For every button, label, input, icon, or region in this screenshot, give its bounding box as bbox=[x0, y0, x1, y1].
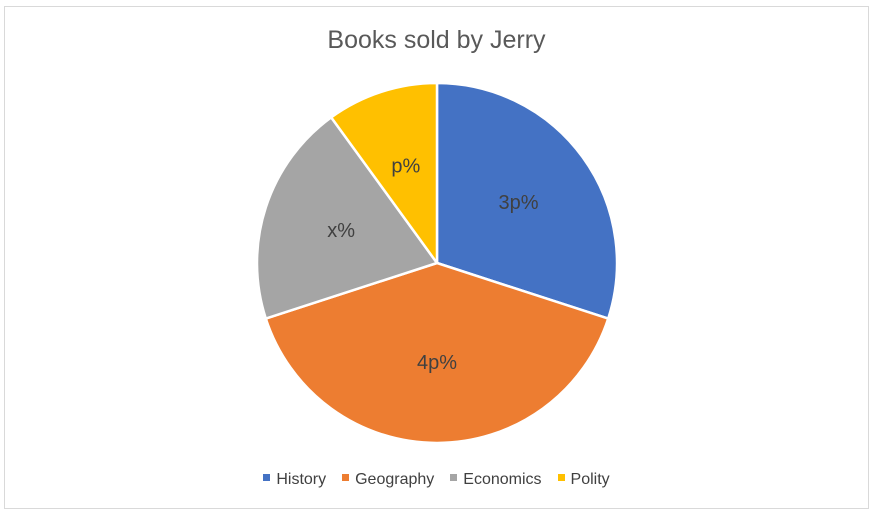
legend-swatch-polity bbox=[557, 474, 565, 482]
legend-label-geography: Geography bbox=[355, 471, 435, 488]
data-label-economics: x% bbox=[327, 220, 355, 242]
data-label-polity: p% bbox=[391, 155, 420, 177]
legend-item-economics: Economics bbox=[450, 471, 542, 489]
pie-slice-history bbox=[435, 81, 619, 320]
pie-slice-geography bbox=[264, 261, 610, 445]
chart-legend: History Geography Economics Polity bbox=[0, 471, 873, 489]
legend-item-geography: Geography bbox=[342, 471, 434, 489]
legend-item-history: History bbox=[263, 471, 326, 489]
data-label-geography: 4p% bbox=[417, 352, 457, 374]
legend-label-polity: Polity bbox=[570, 471, 610, 488]
pie-slice-economics bbox=[255, 116, 439, 320]
data-label-history: 3p% bbox=[499, 192, 539, 214]
legend-swatch-economics bbox=[450, 474, 458, 482]
legend-swatch-history bbox=[263, 474, 271, 482]
legend-swatch-geography bbox=[342, 474, 350, 482]
chart-title: Books sold by Jerry bbox=[327, 26, 546, 54]
legend-item-polity: Polity bbox=[557, 471, 610, 489]
pie-slice-polity bbox=[329, 81, 439, 265]
legend-label-history: History bbox=[276, 471, 327, 488]
legend-label-economics: Economics bbox=[463, 471, 542, 488]
